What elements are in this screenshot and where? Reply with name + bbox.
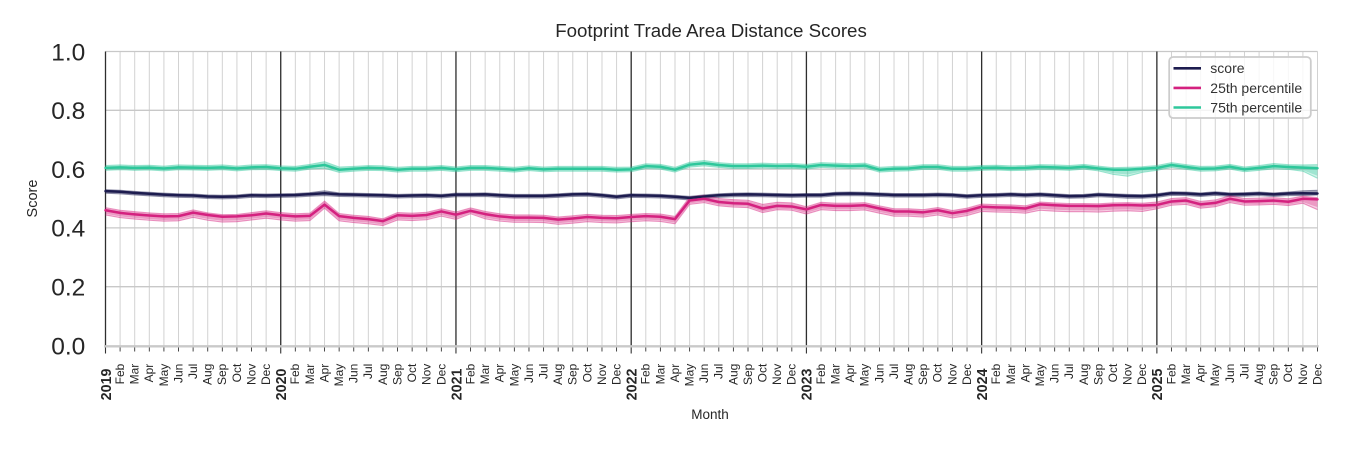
svg-text:Oct: Oct <box>580 363 594 382</box>
svg-text:Feb: Feb <box>288 363 302 384</box>
svg-text:0.4: 0.4 <box>51 216 85 243</box>
svg-text:Aug: Aug <box>376 364 390 385</box>
svg-text:Mar: Mar <box>1004 364 1018 385</box>
svg-text:Nov: Nov <box>945 364 959 385</box>
svg-text:Nov: Nov <box>420 364 434 385</box>
svg-text:Nov: Nov <box>1296 364 1310 385</box>
svg-text:Month: Month <box>691 407 729 422</box>
svg-text:Nov: Nov <box>1121 364 1135 385</box>
svg-text:Jun: Jun <box>697 364 711 383</box>
svg-text:Apr: Apr <box>1018 364 1032 383</box>
svg-text:Jul: Jul <box>712 364 726 379</box>
svg-text:Nov: Nov <box>595 364 609 385</box>
svg-text:0.2: 0.2 <box>51 275 85 302</box>
svg-text:Aug: Aug <box>201 364 215 385</box>
svg-text:Aug: Aug <box>902 364 916 385</box>
svg-text:Mar: Mar <box>653 364 667 385</box>
svg-text:2025: 2025 <box>1150 368 1166 400</box>
svg-text:Apr: Apr <box>317 364 331 383</box>
svg-text:2023: 2023 <box>800 368 816 400</box>
svg-text:Score: Score <box>25 180 41 218</box>
svg-text:May: May <box>507 364 521 387</box>
svg-text:Oct: Oct <box>1106 363 1120 382</box>
svg-text:Sep: Sep <box>215 363 229 385</box>
svg-text:May: May <box>858 364 872 387</box>
svg-text:Jun: Jun <box>522 364 536 383</box>
svg-text:Jul: Jul <box>186 364 200 379</box>
svg-text:Feb: Feb <box>814 363 828 384</box>
svg-text:Sep: Sep <box>1267 363 1281 385</box>
svg-text:0.8: 0.8 <box>51 98 85 125</box>
svg-text:75th percentile: 75th percentile <box>1210 99 1302 115</box>
svg-text:May: May <box>683 364 697 387</box>
svg-text:Sep: Sep <box>390 363 404 385</box>
svg-text:May: May <box>332 364 346 387</box>
svg-text:2022: 2022 <box>624 368 640 400</box>
svg-text:Feb: Feb <box>639 363 653 384</box>
svg-text:Dec: Dec <box>259 364 273 385</box>
svg-text:Feb: Feb <box>1164 363 1178 384</box>
svg-text:Oct: Oct <box>230 363 244 382</box>
svg-text:2021: 2021 <box>449 368 465 400</box>
svg-text:Oct: Oct <box>1281 363 1295 382</box>
svg-text:25th percentile: 25th percentile <box>1210 80 1302 96</box>
svg-text:Aug: Aug <box>551 364 565 385</box>
svg-text:Jun: Jun <box>347 364 361 383</box>
svg-text:Mar: Mar <box>303 364 317 385</box>
svg-text:May: May <box>1208 364 1222 387</box>
svg-text:May: May <box>157 364 171 387</box>
svg-text:0.6: 0.6 <box>51 157 85 184</box>
svg-text:Mar: Mar <box>478 364 492 385</box>
svg-text:Oct: Oct <box>756 363 770 382</box>
svg-text:Jul: Jul <box>1237 364 1251 379</box>
svg-text:1.0: 1.0 <box>51 39 85 66</box>
svg-text:2019: 2019 <box>99 368 115 400</box>
svg-text:Oct: Oct <box>931 363 945 382</box>
svg-text:Dec: Dec <box>609 364 623 385</box>
svg-text:Nov: Nov <box>770 364 784 385</box>
svg-text:Apr: Apr <box>142 364 156 383</box>
svg-text:Aug: Aug <box>726 364 740 385</box>
svg-text:Mar: Mar <box>1179 364 1193 385</box>
svg-text:Oct: Oct <box>405 363 419 382</box>
svg-text:Sep: Sep <box>1091 363 1105 385</box>
svg-text:Mar: Mar <box>829 364 843 385</box>
svg-text:Jul: Jul <box>536 364 550 379</box>
svg-text:Dec: Dec <box>1310 364 1324 385</box>
svg-text:Dec: Dec <box>960 364 974 385</box>
svg-text:Jun: Jun <box>171 364 185 383</box>
svg-text:Sep: Sep <box>566 363 580 385</box>
svg-text:Apr: Apr <box>843 364 857 383</box>
svg-text:Jun: Jun <box>1223 364 1237 383</box>
svg-text:Aug: Aug <box>1077 364 1091 385</box>
svg-text:Dec: Dec <box>785 364 799 385</box>
svg-text:Mar: Mar <box>128 364 142 385</box>
svg-text:Jun: Jun <box>1048 364 1062 383</box>
svg-text:Jul: Jul <box>1062 364 1076 379</box>
svg-text:Jun: Jun <box>872 364 886 383</box>
svg-text:Apr: Apr <box>493 364 507 383</box>
svg-text:Footprint Trade Area Distance: Footprint Trade Area Distance Scores <box>555 20 867 41</box>
svg-text:score: score <box>1210 60 1244 76</box>
svg-text:2024: 2024 <box>975 368 991 400</box>
svg-text:Sep: Sep <box>741 363 755 385</box>
svg-text:Sep: Sep <box>916 363 930 385</box>
svg-text:Feb: Feb <box>989 363 1003 384</box>
svg-text:Apr: Apr <box>668 364 682 383</box>
svg-text:Aug: Aug <box>1252 364 1266 385</box>
svg-text:Nov: Nov <box>244 364 258 385</box>
svg-text:Dec: Dec <box>434 364 448 385</box>
svg-text:Jul: Jul <box>361 364 375 379</box>
svg-text:2020: 2020 <box>274 368 290 400</box>
svg-text:Jul: Jul <box>887 364 901 379</box>
svg-text:Feb: Feb <box>463 363 477 384</box>
svg-text:0.0: 0.0 <box>51 333 85 360</box>
svg-text:Apr: Apr <box>1194 364 1208 383</box>
svg-text:Feb: Feb <box>113 363 127 384</box>
svg-text:May: May <box>1033 364 1047 387</box>
svg-text:Dec: Dec <box>1135 364 1149 385</box>
